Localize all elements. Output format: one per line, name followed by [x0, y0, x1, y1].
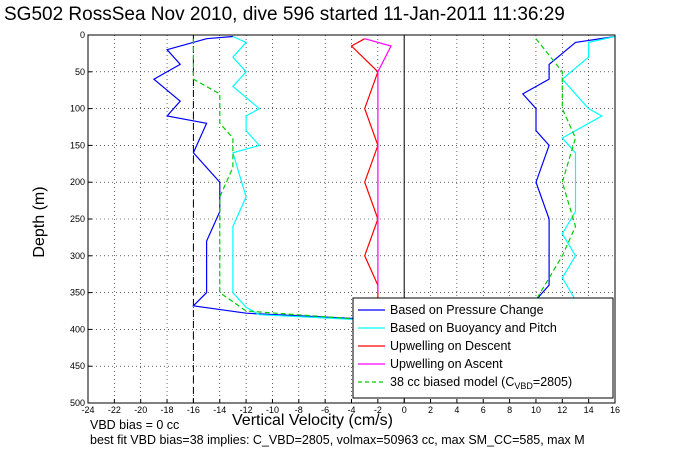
y-tick-label: 300 — [70, 251, 85, 261]
x-axis-label: Vertical Velocity (cm/s) — [232, 412, 393, 429]
y-tick-label: 50 — [75, 67, 85, 77]
series-line-0 — [152, 35, 392, 322]
y-tick-label: 0 — [80, 30, 85, 40]
x-tick-label: -2 — [374, 405, 382, 415]
x-tick-label: 0 — [402, 405, 407, 415]
x-tick-label: -4 — [347, 405, 355, 415]
x-tick-label: -10 — [266, 405, 279, 415]
x-tick-label: 12 — [557, 405, 567, 415]
x-tick-label: 8 — [507, 405, 512, 415]
legend-label-1: Based on Buoyancy and Pitch — [390, 321, 557, 335]
chart-title: SG502 RossSea Nov 2010, dive 596 started… — [4, 4, 565, 25]
y-tick-label: 400 — [70, 324, 85, 334]
series-line-1 — [232, 35, 378, 322]
x-tick-label: -24 — [81, 405, 94, 415]
footer-vbd-bias: VBD bias = 0 cc — [90, 418, 180, 432]
legend-label-3: Upwelling on Ascent — [390, 357, 503, 371]
legend-label-0: Based on Pressure Change — [390, 303, 544, 317]
x-tick-label: -18 — [161, 405, 174, 415]
x-tick-label: -20 — [134, 405, 147, 415]
y-tick-label: 250 — [70, 214, 85, 224]
x-tick-label: -12 — [240, 405, 253, 415]
x-tick-label: 4 — [454, 405, 459, 415]
x-tick-label: 2 — [428, 405, 433, 415]
x-tick-label: 14 — [584, 405, 594, 415]
legend: Based on Pressure Change Based on Buoyanc… — [352, 297, 614, 399]
x-tick-label: -6 — [321, 405, 329, 415]
y-axis-label: Depth (m) — [31, 186, 48, 258]
series-line-5 — [521, 35, 616, 301]
x-tick-label: 16 — [610, 405, 620, 415]
legend-label-2: Upwelling on Descent — [390, 339, 511, 353]
grid — [87, 34, 616, 404]
x-tick-label: 10 — [531, 405, 541, 415]
x-tick-label: -8 — [295, 405, 303, 415]
y-tick-label: 450 — [70, 361, 85, 371]
series-line-6 — [561, 35, 616, 301]
footer-best-fit: best fit VBD bias=38 implies: C_VBD=2805… — [90, 433, 585, 447]
x-tick-label: -14 — [213, 405, 226, 415]
y-tick-label: 150 — [70, 140, 85, 150]
x-tick-label: -22 — [108, 405, 121, 415]
y-tick-label: 200 — [70, 177, 85, 187]
y-tick-label: 100 — [70, 104, 85, 114]
tick-group: -24 -22 -20 -18 -16 -14 -12 -10 -8 -6 -4 -2 0 2 4 6 8 10 1… — [70, 30, 620, 415]
legend-box — [352, 297, 614, 399]
y-tick-label: 500 — [70, 398, 85, 408]
legend-label-4: 38 cc biased model (CVBD=2805) — [390, 375, 572, 391]
series-group — [152, 35, 616, 322]
series-line-7 — [535, 38, 577, 301]
series-line-2 — [350, 38, 379, 300]
x-tick-label: 6 — [481, 405, 486, 415]
series-line-4 — [192, 38, 378, 322]
y-tick-label: 350 — [70, 288, 85, 298]
series-line-3 — [364, 38, 392, 293]
x-tick-label: -16 — [187, 405, 200, 415]
